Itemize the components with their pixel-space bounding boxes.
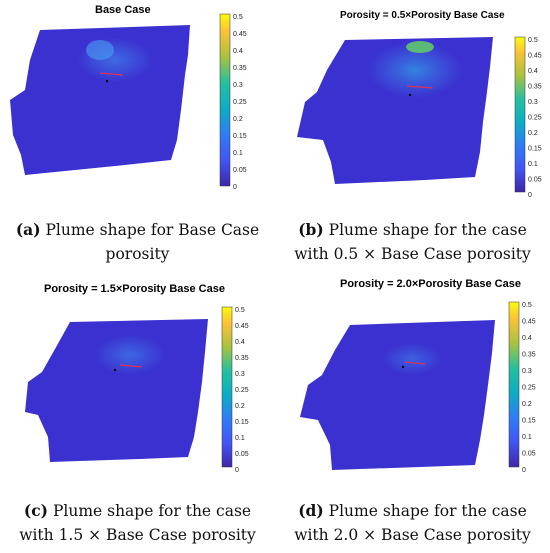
plume-map bbox=[10, 25, 190, 175]
tick-label: 0.05 bbox=[522, 451, 536, 458]
tick-label: 0 bbox=[233, 184, 237, 191]
caption-label: (a) bbox=[15, 220, 41, 239]
tick-label: 0.05 bbox=[528, 177, 542, 184]
tick-label: 0 bbox=[522, 467, 526, 474]
plume-glow bbox=[382, 343, 442, 375]
injection-trace bbox=[119, 364, 143, 368]
caption-line1: Plume shape for the case bbox=[52, 502, 252, 520]
caption-label: (c) bbox=[23, 501, 49, 520]
reservoir-domain bbox=[300, 320, 495, 470]
tick-label: 0.1 bbox=[528, 161, 538, 168]
tick-label: 0.4 bbox=[233, 48, 243, 55]
tick-label: 0.1 bbox=[522, 434, 532, 441]
tick-label: 0.2 bbox=[235, 403, 245, 410]
tick-label: 0.35 bbox=[235, 355, 249, 362]
panel-title: Porosity = 2.0×Porosity Base Case bbox=[340, 278, 521, 290]
caption: (d) Plume shape for the case with 2.0 × … bbox=[275, 499, 550, 547]
tick-label: 0.25 bbox=[522, 385, 536, 392]
tick-label: 0.3 bbox=[522, 368, 532, 375]
caption-line2: with 0.5 × Base Case porosity bbox=[294, 245, 531, 263]
tick-label: 0.15 bbox=[522, 418, 536, 425]
tick-label: 0.05 bbox=[235, 451, 249, 458]
tick-label: 0.1 bbox=[235, 435, 245, 442]
tick-label: 0.25 bbox=[235, 387, 249, 394]
well-marker bbox=[113, 368, 117, 372]
tick-label: 0.5 bbox=[522, 302, 532, 309]
tick-label: 0.5 bbox=[235, 307, 245, 314]
tick-label: 0.3 bbox=[235, 371, 245, 378]
panel-title: Porosity = 0.5×Porosity Base Case bbox=[340, 10, 505, 21]
tick-label: 0 bbox=[528, 192, 532, 199]
colorbar: 0.5 0.45 0.4 0.35 0.3 0.25 0.2 0.15 0.1 … bbox=[219, 13, 247, 191]
injection-trace bbox=[406, 85, 434, 89]
caption-label: (d) bbox=[298, 501, 324, 520]
plume-map bbox=[297, 37, 493, 184]
tick-label: 0.15 bbox=[528, 146, 542, 153]
tick-label: 0.2 bbox=[522, 401, 532, 408]
well-marker bbox=[408, 93, 412, 97]
tick-label: 0.1 bbox=[233, 150, 243, 157]
panel-title: Porosity = 1.5×Porosity Base Case bbox=[44, 283, 225, 295]
well-marker bbox=[401, 365, 405, 369]
tick-label: 0.3 bbox=[528, 99, 538, 106]
tick-label: 0.5 bbox=[233, 14, 243, 21]
tick-label: 0.45 bbox=[235, 323, 249, 330]
colorbar: 0.5 0.45 0.4 0.35 0.3 0.25 0.2 0.15 0.1 … bbox=[508, 301, 536, 474]
well-marker bbox=[105, 79, 109, 83]
caption: (b) Plume shape for the case with 0.5 × … bbox=[275, 218, 550, 266]
caption-line2: with 2.0 × Base Case porosity bbox=[294, 526, 531, 544]
tick-label: 0.15 bbox=[233, 133, 247, 140]
tick-label: 0.35 bbox=[528, 84, 542, 91]
colorbar: 0.5 0.45 0.4 0.35 0.3 0.25 0.2 0.15 0.1 … bbox=[514, 36, 542, 199]
caption: (c) Plume shape for the case with 1.5 × … bbox=[0, 499, 275, 547]
injection-trace bbox=[99, 72, 124, 76]
panel-c: Porosity = 1.5×Porosity Base Case 0.5 0.… bbox=[0, 275, 275, 553]
tick-label: 0.4 bbox=[522, 335, 532, 342]
tick-label: 0.2 bbox=[528, 130, 538, 137]
plume-map bbox=[300, 320, 495, 470]
caption-line1: Plume shape for the case bbox=[328, 502, 527, 520]
panel-b: Porosity = 0.5×Porosity Base Case 0.5 0.… bbox=[275, 0, 550, 270]
plume-map bbox=[25, 319, 208, 462]
tick-label: 0.45 bbox=[233, 31, 247, 38]
tick-label: 0.3 bbox=[233, 82, 243, 89]
tick-label: 0.35 bbox=[233, 65, 247, 72]
plume-glow bbox=[367, 42, 463, 98]
tick-label: 0.45 bbox=[528, 53, 542, 60]
caption: (a) Plume shape for Base Case porosity bbox=[0, 218, 275, 266]
tick-label: 0.4 bbox=[528, 68, 538, 75]
tick-label: 0.05 bbox=[233, 167, 247, 174]
tick-label: 0 bbox=[235, 467, 239, 474]
caption-line1: Plume shape for Base Case bbox=[45, 221, 260, 239]
caption-label: (b) bbox=[298, 220, 324, 239]
injection-trace bbox=[404, 361, 426, 365]
tick-label: 0.25 bbox=[233, 99, 247, 106]
tick-label: 0.35 bbox=[522, 352, 536, 359]
tick-label: 0.2 bbox=[233, 116, 243, 123]
caption-line1: Plume shape for the case bbox=[328, 221, 527, 239]
tick-label: 0.45 bbox=[522, 319, 536, 326]
plume-glow bbox=[95, 335, 165, 375]
plume-glow bbox=[406, 41, 434, 53]
tick-label: 0.15 bbox=[235, 419, 249, 426]
tick-label: 0.5 bbox=[528, 37, 538, 44]
colorbar: 0.5 0.45 0.4 0.35 0.3 0.25 0.2 0.15 0.1 … bbox=[221, 306, 249, 474]
caption-line2: with 1.5 × Base Case porosity bbox=[19, 526, 256, 544]
tick-label: 0.25 bbox=[528, 115, 542, 122]
panel-title: Base Case bbox=[95, 4, 151, 16]
panel-a: Base Case 0.5 0.45 0.4 0.35 bbox=[0, 0, 275, 270]
panel-d: Porosity = 2.0×Porosity Base Case 0.5 0.… bbox=[275, 275, 550, 553]
caption-line2: porosity bbox=[105, 245, 170, 263]
tick-label: 0.4 bbox=[235, 339, 245, 346]
plume-glow bbox=[86, 40, 114, 60]
